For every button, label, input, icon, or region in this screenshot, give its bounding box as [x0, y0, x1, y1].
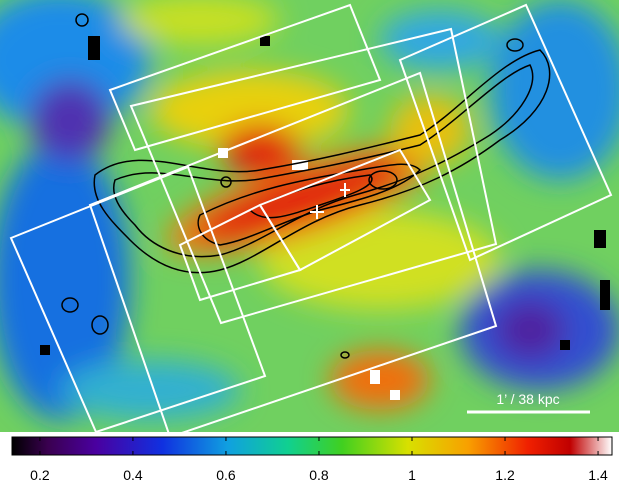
colorbar-tick-label: 1: [408, 467, 416, 483]
figure: 1’ / 38 kpc 0.2 0.4 0.6 0.8 1 1.2 1.4: [0, 0, 619, 491]
colorbar-tick-label: 0.2: [30, 467, 50, 483]
temperature-map: 1’ / 38 kpc: [0, 0, 619, 437]
colorbar-tick-label: 1.4: [588, 467, 608, 483]
colorbar-tick-label: 0.6: [216, 467, 236, 483]
colorbar-tick-label: 1.2: [495, 467, 515, 483]
scale-bar-label: 1’ / 38 kpc: [496, 391, 559, 407]
colorbar-tick-label: 0.8: [309, 467, 329, 483]
colorbar-tick-label: 0.4: [123, 467, 143, 483]
colorbar: [12, 437, 612, 455]
